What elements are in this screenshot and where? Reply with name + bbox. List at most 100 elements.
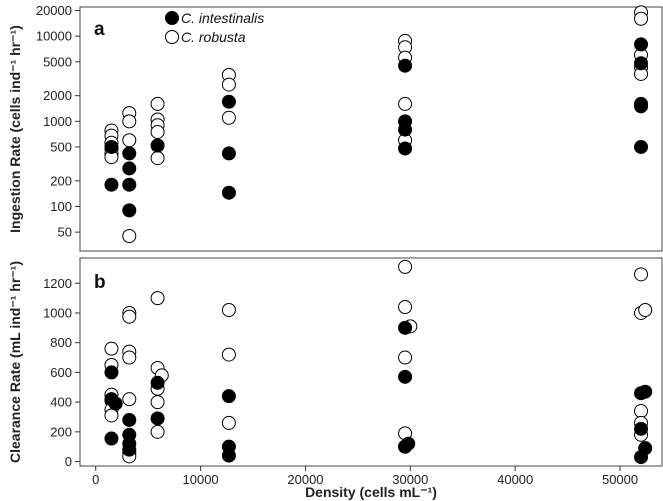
data-point-b-c-intestinalis — [398, 439, 413, 454]
legend-label-c-robusta: C. robusta — [181, 29, 246, 45]
data-point-b-c-robusta — [398, 259, 413, 274]
y-tick-label-a: 20000 — [36, 3, 72, 18]
data-point-b-c-robusta — [150, 291, 165, 306]
data-point-b-c-intestinalis — [150, 411, 165, 426]
legend: C. intestinalis C. robusta — [165, 10, 264, 45]
data-point-b-c-robusta — [122, 309, 137, 324]
y-tick-label-a: 200 — [50, 173, 72, 188]
y-axis-title-b: Clearance Rate (mL ind⁻¹ hr⁻¹) — [7, 261, 23, 463]
data-point-b-c-intestinalis — [398, 320, 413, 335]
data-point-a-c-robusta — [150, 151, 165, 166]
data-point-b-c-robusta — [122, 350, 137, 365]
data-points-b — [104, 259, 653, 465]
y-tick-label-b: 800 — [50, 335, 72, 350]
data-point-a-c-intestinalis — [398, 141, 413, 156]
y-tick-label-b: 0 — [65, 454, 72, 469]
y-tick-label-b: 200 — [50, 424, 72, 439]
data-point-a-c-intestinalis — [122, 203, 137, 218]
data-point-b-c-robusta — [122, 392, 137, 407]
data-point-b-c-robusta — [634, 267, 649, 282]
data-point-a-c-intestinalis — [221, 94, 236, 109]
legend-label-c-intestinalis: C. intestinalis — [181, 10, 264, 26]
data-point-a-c-intestinalis — [398, 122, 413, 137]
y-ticks-b: 0 200 400 600 800 1000 1200 — [43, 276, 80, 469]
y-tick-label-a: 10000 — [36, 29, 72, 44]
y-tick-label-a: 50 — [58, 225, 72, 240]
data-point-a-c-intestinalis — [634, 37, 649, 52]
x-ticks: 0 10000 20000 30000 40000 50000 — [92, 466, 638, 487]
x-tick-label: 0 — [92, 472, 99, 487]
panel-b-frame — [79, 257, 663, 467]
data-point-a-c-intestinalis — [122, 161, 137, 176]
data-point-b-c-intestinalis — [638, 384, 653, 399]
data-point-b-c-intestinalis — [221, 448, 236, 463]
legend-marker-open — [165, 30, 179, 44]
data-point-a-c-intestinalis — [634, 56, 649, 71]
y-tick-label-a: 100 — [50, 199, 72, 214]
y-tick-label-a: 500 — [50, 139, 72, 154]
data-point-b-c-robusta — [638, 303, 653, 317]
data-point-a-c-robusta — [150, 96, 165, 111]
y-tick-label-a: 1000 — [43, 114, 72, 129]
data-point-b-c-intestinalis — [122, 442, 137, 457]
y-tick-label-a: 2000 — [43, 88, 72, 103]
data-point-b-c-intestinalis — [398, 369, 413, 384]
data-point-b-c-robusta — [150, 424, 165, 439]
data-point-b-c-intestinalis — [634, 450, 649, 465]
data-point-b-c-robusta — [150, 395, 165, 410]
data-point-a-c-intestinalis — [221, 146, 236, 161]
data-point-a-c-robusta — [150, 124, 165, 139]
data-point-a-c-robusta — [634, 11, 649, 26]
data-point-b-c-intestinalis — [104, 431, 119, 446]
data-point-b-c-robusta — [221, 415, 236, 430]
data-point-a-c-robusta — [122, 114, 137, 129]
data-point-a-c-intestinalis — [122, 146, 137, 161]
data-point-a-c-intestinalis — [634, 99, 649, 114]
data-point-a-c-robusta — [221, 77, 236, 92]
data-point-a-c-intestinalis — [104, 139, 119, 154]
data-point-b-c-intestinalis — [108, 396, 123, 411]
data-point-a-c-robusta — [122, 229, 137, 244]
data-point-a-c-robusta — [122, 133, 137, 148]
data-point-a-c-robusta — [221, 110, 236, 125]
data-point-b-c-robusta — [221, 347, 236, 362]
data-point-a-c-robusta — [398, 96, 413, 111]
y-tick-label-b: 600 — [50, 365, 72, 380]
y-axis-title-a: Ingestion Rate (cells ind⁻¹ hr⁻¹) — [7, 25, 23, 233]
y-tick-label-b: 400 — [50, 395, 72, 410]
x-axis-title: Density (cells mL⁻¹) — [305, 484, 437, 500]
data-points-a — [104, 5, 649, 244]
data-point-a-c-intestinalis — [122, 177, 137, 192]
data-point-b-c-robusta — [398, 300, 413, 315]
y-tick-label-b: 1000 — [43, 305, 72, 320]
panel-b: b Clearance Rate (mL ind⁻¹ hr⁻¹) 0 200 400… — [7, 257, 663, 500]
panel-a: a Ingestion Rate (cells ind⁻¹ hr⁻¹) 50 10… — [7, 3, 663, 252]
panel-a-letter: a — [94, 19, 105, 40]
data-point-b-c-robusta — [398, 350, 413, 365]
data-point-b-c-intestinalis — [122, 412, 137, 427]
y-tick-label-a: 5000 — [43, 54, 72, 69]
data-point-b-c-robusta — [221, 303, 236, 317]
data-point-b-c-intestinalis — [634, 421, 649, 436]
x-tick-label: 10000 — [183, 472, 219, 487]
data-point-a-c-intestinalis — [150, 138, 165, 153]
x-tick-label: 50000 — [602, 472, 638, 487]
panel-b-letter: b — [94, 272, 106, 293]
data-point-b-c-intestinalis — [221, 389, 236, 404]
data-point-b-c-robusta — [634, 404, 649, 419]
data-point-b-c-intestinalis — [150, 375, 165, 390]
y-tick-label-b: 1200 — [43, 276, 72, 291]
x-tick-label: 20000 — [287, 472, 323, 487]
data-point-b-c-intestinalis — [104, 365, 119, 380]
data-point-a-c-intestinalis — [104, 177, 119, 192]
data-point-a-c-intestinalis — [221, 185, 236, 200]
data-point-a-c-intestinalis — [398, 58, 413, 73]
data-point-b-c-robusta — [104, 408, 119, 423]
x-tick-label: 40000 — [497, 472, 533, 487]
legend-marker-filled — [165, 11, 179, 25]
panel-a-frame — [79, 6, 663, 252]
data-point-a-c-intestinalis — [634, 139, 649, 154]
data-point-b-c-robusta — [104, 341, 119, 356]
x-tick-label: 30000 — [392, 472, 428, 487]
